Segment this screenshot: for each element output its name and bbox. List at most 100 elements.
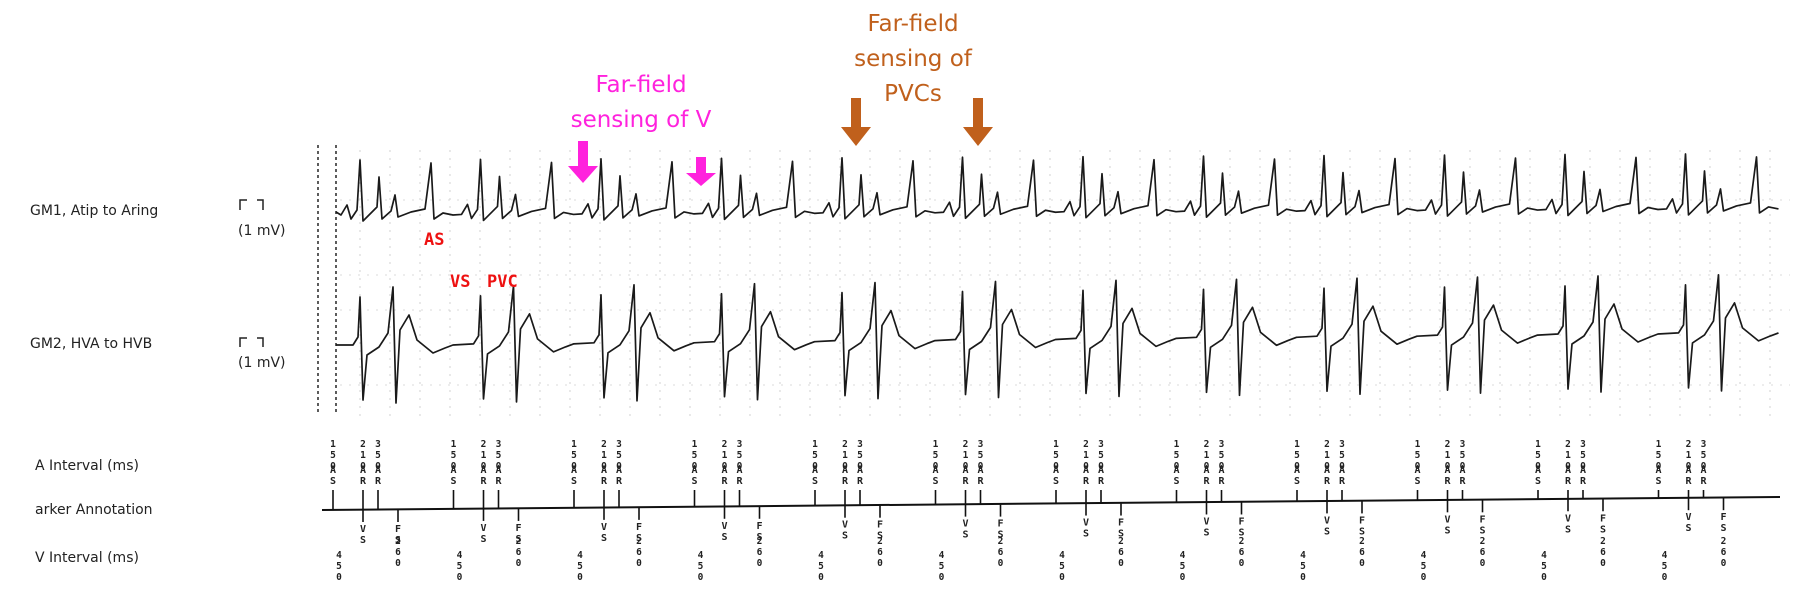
brown-arrow-icon <box>841 98 871 146</box>
ff-pvc-line3: PVCs <box>884 81 942 107</box>
as-label: AS <box>424 230 444 250</box>
pvc-label: PVC <box>487 272 518 292</box>
egm1-trace <box>335 153 1779 222</box>
ff-pvc-line2: sensing of <box>854 46 973 72</box>
marker-annotation-label: arker Annotation <box>35 502 153 518</box>
egm2-trace <box>336 274 1779 404</box>
ff-v-line1: Far-field <box>595 72 686 98</box>
magenta-arrow-icon <box>686 157 716 186</box>
egm1-label: GM1, Atip to Aring <box>30 203 158 219</box>
calibration-pulse-icon <box>239 199 264 210</box>
brown-arrow-icon <box>963 98 993 146</box>
ff-pvc-line1: Far-field <box>867 11 958 37</box>
egm2-label: GM2, HVA to HVB <box>30 336 152 352</box>
egm1-scale: (1 mV) <box>238 223 286 239</box>
egm2-scale: (1 mV) <box>238 355 286 371</box>
grid <box>340 150 1790 420</box>
ff-v-line2: sensing of V <box>571 107 712 133</box>
